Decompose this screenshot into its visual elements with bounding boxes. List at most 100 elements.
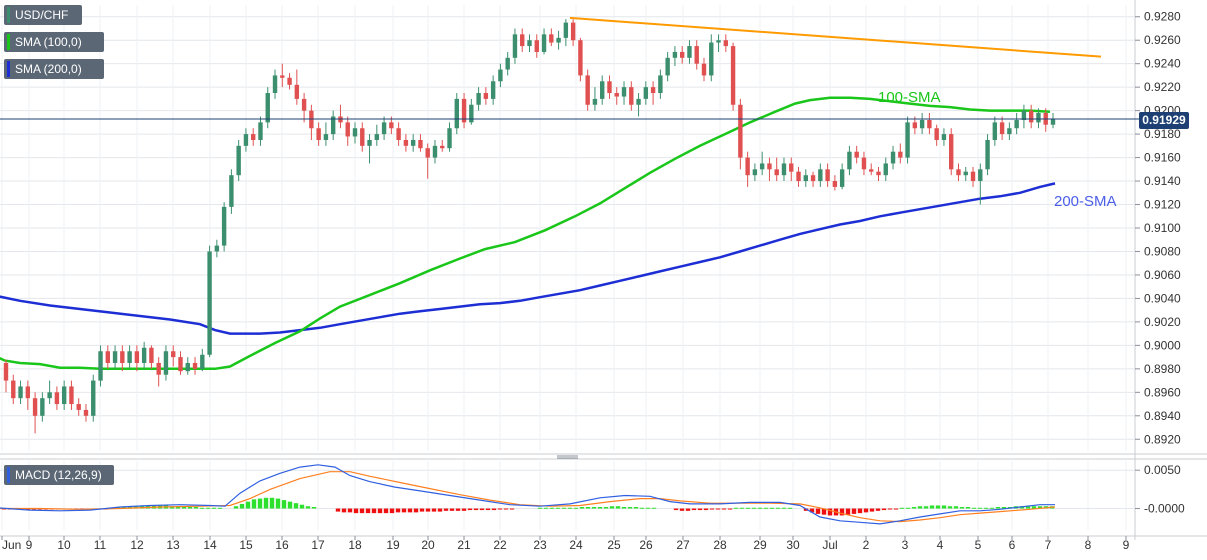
macd-histogram-bar: [193, 507, 199, 509]
candle-body: [541, 34, 547, 52]
candle-body: [781, 163, 787, 176]
macd-histogram-bar: [935, 505, 941, 509]
macd-histogram-bar: [425, 508, 431, 512]
macd-histogram-bar: [899, 507, 905, 509]
candle-body: [876, 171, 881, 176]
candle-body: [265, 93, 270, 123]
candle-body: [672, 51, 678, 58]
macd-histogram-bar: [965, 507, 971, 509]
symbol-legend[interactable]: USD/CHF: [4, 5, 82, 25]
macd-histogram-bar: [497, 508, 503, 510]
candle-body: [432, 145, 438, 158]
candle-body: [665, 57, 670, 76]
macd-histogram-bar: [911, 507, 917, 509]
macd-histogram-bar: [757, 507, 763, 509]
candle-body: [221, 206, 227, 246]
candle-body: [301, 98, 307, 111]
macd-histogram-bar: [359, 508, 365, 514]
macd-histogram-bar: [597, 507, 603, 509]
macd-histogram-bar: [775, 507, 781, 509]
macd-histogram-bar: [627, 507, 633, 509]
macd-histogram-bar: [503, 508, 509, 510]
time-tick-label: 9: [1123, 538, 1130, 552]
sma100-legend-label: SMA (100,0): [15, 35, 82, 49]
sma200-legend[interactable]: SMA (200,0): [4, 59, 104, 79]
macd-legend[interactable]: MACD (12,26,9): [4, 465, 114, 485]
macd-histogram-bar: [639, 507, 645, 509]
macd-histogram-bar: [347, 508, 353, 513]
time-tick-label: 13: [166, 538, 180, 552]
macd-histogram-bar: [275, 498, 281, 509]
candle-body: [498, 69, 503, 82]
candle-body: [54, 392, 60, 405]
macd-histogram-bar: [995, 507, 1001, 509]
macd-histogram-bar: [419, 508, 425, 512]
sma100-legend[interactable]: SMA (100,0): [4, 32, 104, 52]
candle-body: [810, 175, 816, 182]
macd-histogram-bar: [299, 504, 305, 509]
price-tick-label: 0.8940: [1144, 409, 1181, 423]
candle-body: [418, 139, 423, 149]
macd-histogram-bar: [977, 507, 983, 509]
macd-histogram-bar: [217, 507, 223, 509]
candle-body: [789, 163, 794, 172]
candle-body: [636, 98, 641, 105]
candle-body: [229, 175, 234, 207]
time-tick-label: 4: [937, 538, 944, 552]
candle-body: [323, 134, 329, 140]
candle-body: [345, 122, 350, 137]
resistance-trendline: [569, 16, 1102, 58]
macd-histogram-bar: [461, 508, 467, 511]
candle-body: [200, 354, 205, 369]
candle-body: [716, 40, 721, 43]
candle-body: [883, 163, 888, 176]
candle-body: [40, 398, 45, 416]
candle-body: [61, 386, 67, 405]
price-tick-label: 0.9040: [1144, 291, 1181, 305]
macd-histogram-bar: [573, 507, 579, 509]
macd-histogram-bar: [211, 507, 217, 509]
price-tick-label: 0.8980: [1144, 362, 1181, 376]
macd-histogram-bar: [685, 508, 691, 511]
candle-body: [3, 362, 9, 381]
candle-body: [999, 122, 1005, 135]
candle-body: [192, 362, 198, 369]
candle-body: [280, 75, 285, 78]
macd-histogram-bar: [335, 508, 341, 512]
candle-body: [69, 386, 74, 405]
candle-body: [694, 46, 699, 64]
macd-histogram-bar: [739, 507, 745, 509]
candle-body: [658, 75, 663, 94]
macd-histogram-bar: [727, 508, 733, 510]
macd-histogram-bar: [509, 508, 515, 510]
macd-histogram-bar: [781, 507, 787, 509]
candle-body: [701, 63, 707, 76]
macd-histogram-bar: [491, 508, 497, 511]
candle-body: [134, 351, 140, 363]
overlay-layer: [0, 16, 1139, 120]
axis-layer: 0.92800.92600.92400.92200.92000.91800.91…: [1, 10, 1185, 552]
macd-histogram-bar: [673, 508, 679, 511]
time-tick-label: 7: [1045, 538, 1052, 552]
macd-histogram-bar: [751, 507, 757, 509]
macd-histogram-bar: [769, 507, 775, 509]
candle-body: [992, 122, 998, 140]
candle-body: [985, 139, 990, 170]
macd-histogram-bar: [591, 507, 597, 509]
macd-histogram-bar: [257, 498, 263, 509]
macd-histogram-bar: [881, 508, 887, 511]
macd-histogram-bar: [365, 508, 371, 514]
macd-histogram-bar: [721, 508, 727, 510]
macd-histogram-bar: [893, 508, 899, 510]
candle-body: [367, 139, 372, 146]
candle-body: [105, 351, 110, 363]
time-tick-label: 12: [130, 538, 144, 552]
macd-histogram-bar: [703, 508, 709, 511]
price-tick-label: 0.9280: [1144, 10, 1181, 24]
macd-tick-label: -0.0000: [1144, 502, 1185, 516]
macd-layer: [0, 464, 1056, 525]
macd-histogram-bar: [863, 508, 869, 513]
candle-body: [585, 75, 590, 105]
